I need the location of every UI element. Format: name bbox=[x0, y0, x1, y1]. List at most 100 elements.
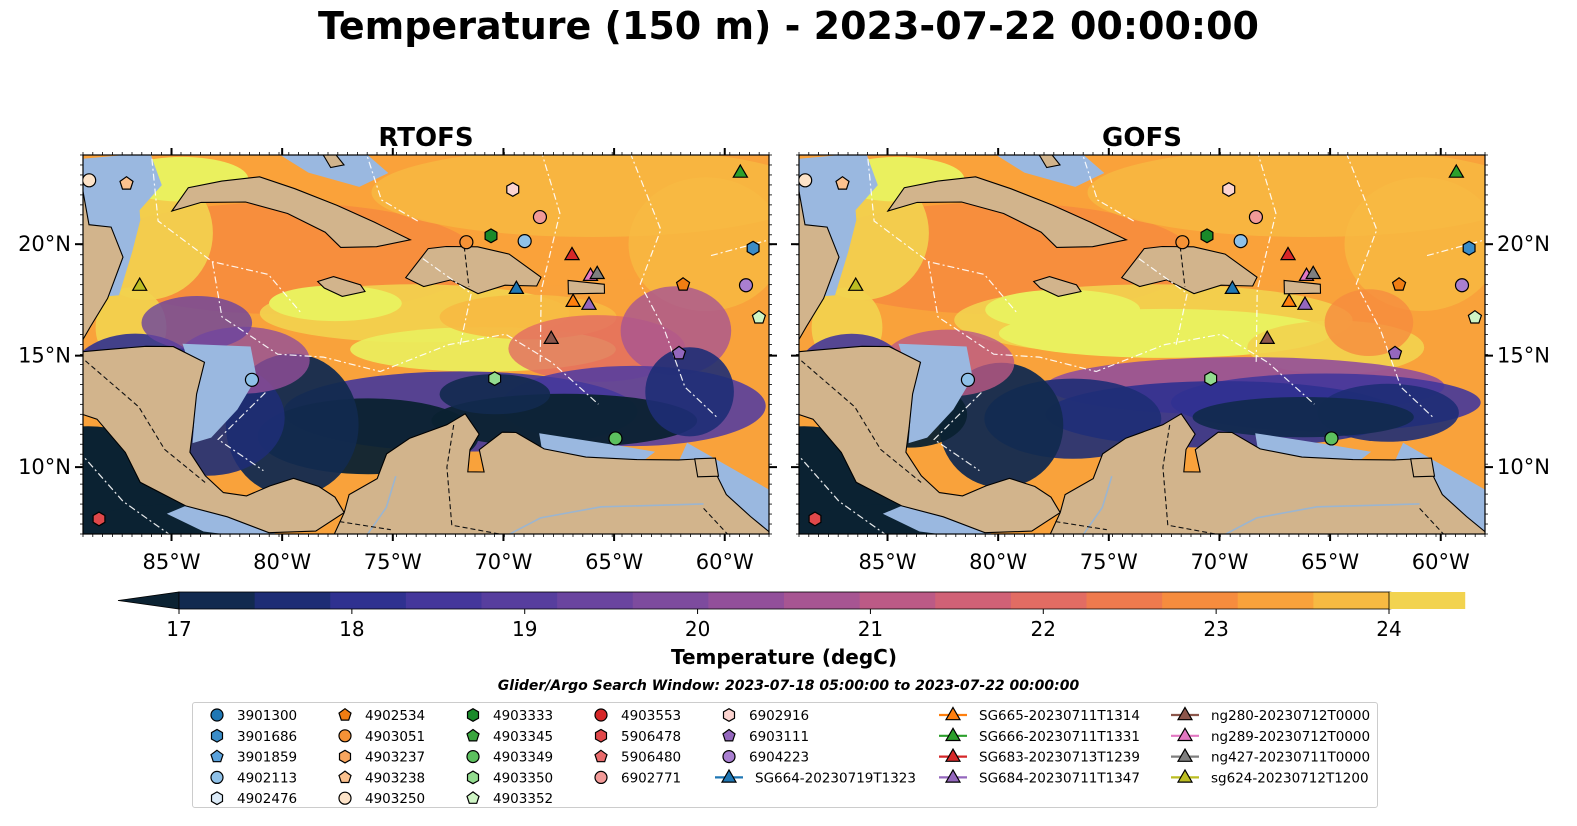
country-border bbox=[703, 508, 729, 534]
platform-sg624-20230712T1200 bbox=[847, 276, 864, 291]
land-hispaniola bbox=[404, 245, 542, 295]
platform-4903350 bbox=[488, 371, 502, 387]
legend-marker bbox=[720, 768, 738, 783]
platform-3901686 bbox=[746, 240, 760, 256]
colorbar-segment bbox=[784, 592, 861, 609]
colorbar-segment bbox=[1162, 592, 1239, 609]
platform-5906480 bbox=[778, 428, 791, 440]
legend-label: 4902476 bbox=[237, 791, 297, 807]
platform-4903333 bbox=[484, 228, 498, 244]
legend-marker bbox=[594, 770, 608, 785]
legend-marker bbox=[338, 729, 352, 743]
legend-label: sg624-20230712T1200 bbox=[1211, 770, 1369, 786]
legend-label: 4903250 bbox=[365, 791, 425, 807]
eez-boundary bbox=[630, 155, 719, 419]
gulf-of-mexico bbox=[83, 155, 162, 225]
pacific-shelf bbox=[166, 505, 276, 534]
eez-boundary bbox=[1426, 239, 1485, 257]
platform-sg624-20230712T1200 bbox=[131, 276, 148, 291]
legend-label: 4903553 bbox=[621, 708, 681, 724]
lon-tick-label: 75°W bbox=[1080, 550, 1138, 574]
legend-entries: 3901300 3901686 3901859 4902113 4902476 49025… bbox=[210, 706, 1370, 807]
legend-label: 6904223 bbox=[749, 750, 809, 766]
land-south-america bbox=[1049, 413, 1485, 534]
land-cuba bbox=[886, 176, 1128, 248]
temperature-field bbox=[83, 127, 769, 534]
land-jamaica bbox=[316, 276, 366, 297]
platform-4903349 bbox=[608, 431, 623, 446]
legend-label: 6902916 bbox=[749, 708, 809, 724]
colorbar-segment bbox=[935, 592, 1012, 609]
legend-marker bbox=[1176, 706, 1194, 721]
lon-tick-label: 70°W bbox=[1190, 550, 1248, 574]
legend-box: 3901300 3901686 3901859 4902113 4902476 49025… bbox=[192, 702, 1378, 808]
land-central-america bbox=[799, 188, 1061, 534]
gulf-of-mexico bbox=[799, 155, 878, 225]
country-border bbox=[463, 246, 470, 287]
platform-5906480 bbox=[62, 428, 75, 440]
bahamas-bank bbox=[280, 155, 389, 187]
platform-5906478 bbox=[808, 511, 822, 527]
legend-label: 4903237 bbox=[365, 750, 425, 766]
country-border bbox=[799, 358, 922, 483]
lon-tick-label: 85°W bbox=[859, 550, 917, 574]
legend-marker bbox=[594, 728, 608, 743]
colorbar-segment bbox=[405, 592, 483, 609]
lat-tick-label: 15°N bbox=[1497, 344, 1550, 368]
lon-tick-label: 60°W bbox=[696, 550, 754, 574]
platform-SG665-20230711T1314 bbox=[565, 292, 582, 307]
colorbar-segment bbox=[179, 592, 256, 609]
legend-marker bbox=[1176, 768, 1194, 783]
lon-tick-label: 80°W bbox=[969, 550, 1027, 574]
legend-label: 4903350 bbox=[493, 770, 553, 786]
legend-marker bbox=[944, 768, 962, 783]
figure-title: Temperature (150 m) - 2023-07-22 00:00:0… bbox=[317, 4, 1259, 48]
platform-6904223 bbox=[738, 278, 754, 293]
lat-tick-label: 10°N bbox=[18, 455, 71, 479]
land-south-america bbox=[333, 413, 769, 534]
lon-tick-label: 70°W bbox=[474, 550, 532, 574]
legend-label: 4903333 bbox=[493, 708, 553, 724]
colorbar-segment bbox=[632, 592, 709, 609]
legend-marker bbox=[594, 749, 608, 763]
eez-boundary bbox=[1137, 257, 1188, 345]
land-florida bbox=[221, 127, 278, 152]
platform-4903352 bbox=[1467, 309, 1483, 324]
river bbox=[1082, 475, 1113, 534]
land-cuba bbox=[170, 176, 412, 248]
legend-marker bbox=[944, 706, 962, 721]
platform-SG665-20230711T1314 bbox=[1281, 292, 1298, 307]
colorbar-segment bbox=[557, 592, 634, 609]
legend-marker bbox=[1176, 747, 1194, 762]
platform-6902916 bbox=[1222, 182, 1236, 197]
platform-4903250 bbox=[799, 173, 813, 188]
legend-marker bbox=[466, 749, 480, 764]
land-trinidad bbox=[694, 457, 720, 478]
land-trinidad bbox=[1410, 457, 1436, 478]
legend-marker bbox=[338, 707, 352, 721]
platform-6903111 bbox=[1387, 345, 1403, 360]
legend-label: 5906478 bbox=[621, 729, 681, 745]
platform-SG683-20230713T1239 bbox=[563, 246, 581, 261]
colorbar-tick-label: 24 bbox=[1376, 617, 1401, 641]
legend-marker bbox=[210, 728, 224, 743]
legend-label: 4903349 bbox=[493, 750, 553, 766]
land-puerto-rico bbox=[567, 279, 606, 295]
colorbar-tick-label: 20 bbox=[685, 617, 710, 641]
legend-marker bbox=[466, 770, 480, 785]
country-border bbox=[1055, 521, 1107, 531]
platform-ng427-20230711T0000 bbox=[1305, 265, 1322, 280]
river bbox=[366, 475, 397, 534]
eez-boundary bbox=[1346, 155, 1435, 419]
lon-tick-label: 80°W bbox=[253, 550, 311, 574]
legend-label: ng289-20230712T0000 bbox=[1211, 729, 1370, 745]
platform-4903333 bbox=[1200, 228, 1214, 244]
legend-marker bbox=[210, 708, 224, 722]
platform-4902113 bbox=[244, 372, 260, 387]
country-border bbox=[339, 521, 391, 531]
colorbar-tick-label: 22 bbox=[1031, 617, 1056, 641]
lon-tick-label: 65°W bbox=[585, 550, 643, 574]
lat-tick-label: 15°N bbox=[18, 344, 71, 368]
temperature-field bbox=[799, 155, 1485, 534]
